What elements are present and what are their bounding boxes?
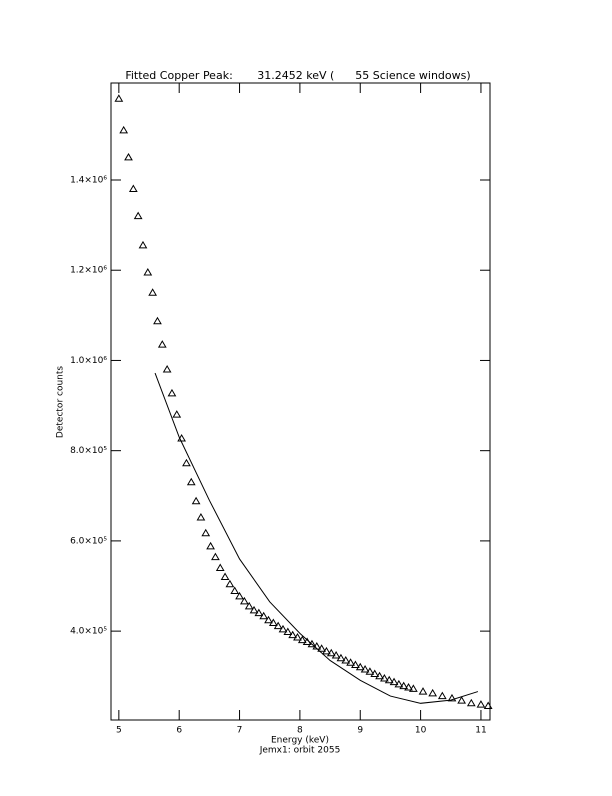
data-point xyxy=(341,655,351,664)
data-point xyxy=(196,512,206,521)
x-tick-label: 7 xyxy=(237,726,243,736)
data-point xyxy=(124,152,133,161)
data-point xyxy=(167,388,177,397)
data-point xyxy=(384,675,394,684)
data-point xyxy=(143,267,153,276)
plot-frame xyxy=(110,82,491,721)
data-point xyxy=(437,691,447,700)
data-point xyxy=(249,605,259,614)
data-point xyxy=(215,563,225,571)
data-point xyxy=(394,679,404,688)
data-point xyxy=(138,240,148,249)
data-point xyxy=(326,648,336,657)
data-point xyxy=(240,596,249,605)
data-point xyxy=(133,211,143,220)
data-point xyxy=(225,579,235,588)
x-tick-label: 6 xyxy=(176,726,182,736)
x-axis-label: Energy (keV) xyxy=(271,736,329,746)
data-point xyxy=(447,693,457,702)
y-tick-label: 8.0×10⁵ xyxy=(70,446,107,456)
data-point xyxy=(114,94,124,102)
data-point xyxy=(336,653,346,662)
data-point xyxy=(483,701,493,710)
data-point xyxy=(278,624,288,633)
y-tick-label: 6.0×10⁵ xyxy=(70,536,107,546)
data-point xyxy=(365,667,375,675)
data-point xyxy=(380,674,389,682)
x-tick-label: 10 xyxy=(415,726,427,736)
data-point xyxy=(389,677,399,686)
data-point xyxy=(254,608,264,617)
data-point xyxy=(273,621,283,630)
data-point xyxy=(157,340,167,348)
data-point xyxy=(191,496,201,505)
data-point xyxy=(466,698,476,707)
y-tick-label: 4.0×10⁵ xyxy=(70,627,107,637)
y-axis-label: Detector counts xyxy=(56,366,66,438)
subtitle: Jemx1: orbit 2055 xyxy=(259,746,341,756)
data-point xyxy=(283,627,293,636)
x-tick-label: 5 xyxy=(116,726,122,736)
data-point xyxy=(351,660,360,668)
data-point xyxy=(331,650,341,659)
data-point xyxy=(148,288,158,296)
data-point xyxy=(268,618,278,627)
data-point xyxy=(297,635,307,644)
data-point xyxy=(235,591,244,600)
data-point xyxy=(182,458,191,467)
x-tick-label: 11 xyxy=(475,726,486,736)
data-point xyxy=(288,630,298,639)
fit-line xyxy=(154,372,479,704)
data-point xyxy=(317,644,326,652)
x-tick-label: 8 xyxy=(297,726,303,736)
data-point xyxy=(211,552,220,561)
data-point xyxy=(360,664,370,673)
data-point xyxy=(153,316,162,325)
data-point xyxy=(418,687,428,695)
data-point xyxy=(128,184,138,193)
data-point xyxy=(206,541,215,550)
data-point xyxy=(370,669,380,677)
data-point xyxy=(375,671,384,680)
data-point xyxy=(293,632,302,641)
data-point xyxy=(457,696,467,704)
data-point xyxy=(172,410,182,418)
data-point xyxy=(322,646,331,655)
data-point xyxy=(408,684,418,692)
data-point xyxy=(201,528,211,537)
data-point xyxy=(119,125,129,134)
y-tick-label: 1.2×10⁶ xyxy=(70,266,107,276)
x-tick-label: 9 xyxy=(357,726,363,736)
data-point xyxy=(264,615,273,624)
data-point xyxy=(244,601,254,610)
data-point xyxy=(220,572,230,580)
data-point xyxy=(259,611,269,620)
data-point xyxy=(404,683,413,691)
data-point xyxy=(399,681,409,690)
data-point xyxy=(162,364,172,373)
data-point xyxy=(230,586,240,594)
data-point xyxy=(307,639,317,648)
data-point xyxy=(476,700,486,708)
data-point xyxy=(428,688,438,697)
data-point xyxy=(346,658,355,666)
y-tick-label: 1.0×10⁶ xyxy=(70,356,107,366)
chart-title: Fitted Copper Peak: 31.2452 keV ( 55 Sci… xyxy=(125,69,470,82)
data-point xyxy=(186,477,196,486)
data-point xyxy=(355,662,365,671)
y-tick-label: 1.4×10⁶ xyxy=(70,175,107,185)
